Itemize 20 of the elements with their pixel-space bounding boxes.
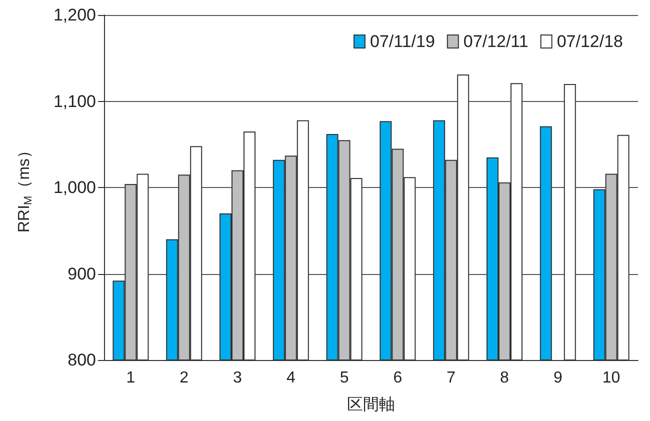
y-tick-label: 1,000: [53, 178, 96, 197]
x-tick-label: 7: [446, 370, 456, 386]
y-tick-label: 800: [68, 350, 96, 370]
x-tick-label: 6: [393, 370, 402, 386]
x-tick-label: 8: [500, 370, 510, 386]
x-tick-label: 9: [553, 370, 562, 386]
y-tick-label: 1,200: [53, 6, 96, 24]
y-axis-title: RRIM（ms）: [16, 142, 34, 233]
legend-label: 07/12/11: [463, 32, 528, 51]
legend-label: 07/11/19: [370, 32, 435, 51]
x-tick-label: 2: [180, 370, 189, 386]
y-tick-label: 1,100: [53, 92, 96, 111]
x-tick-label: 5: [340, 370, 349, 386]
x-tick-label: 1: [126, 370, 136, 386]
legend-label: 07/12/18: [556, 32, 624, 51]
x-tick-label: 3: [233, 370, 242, 386]
x-tick-label: 4: [286, 370, 296, 386]
y-tick-label: 900: [68, 264, 96, 284]
x-axis-title: 区間軸: [347, 396, 395, 414]
x-tick-label: 10: [602, 370, 620, 386]
